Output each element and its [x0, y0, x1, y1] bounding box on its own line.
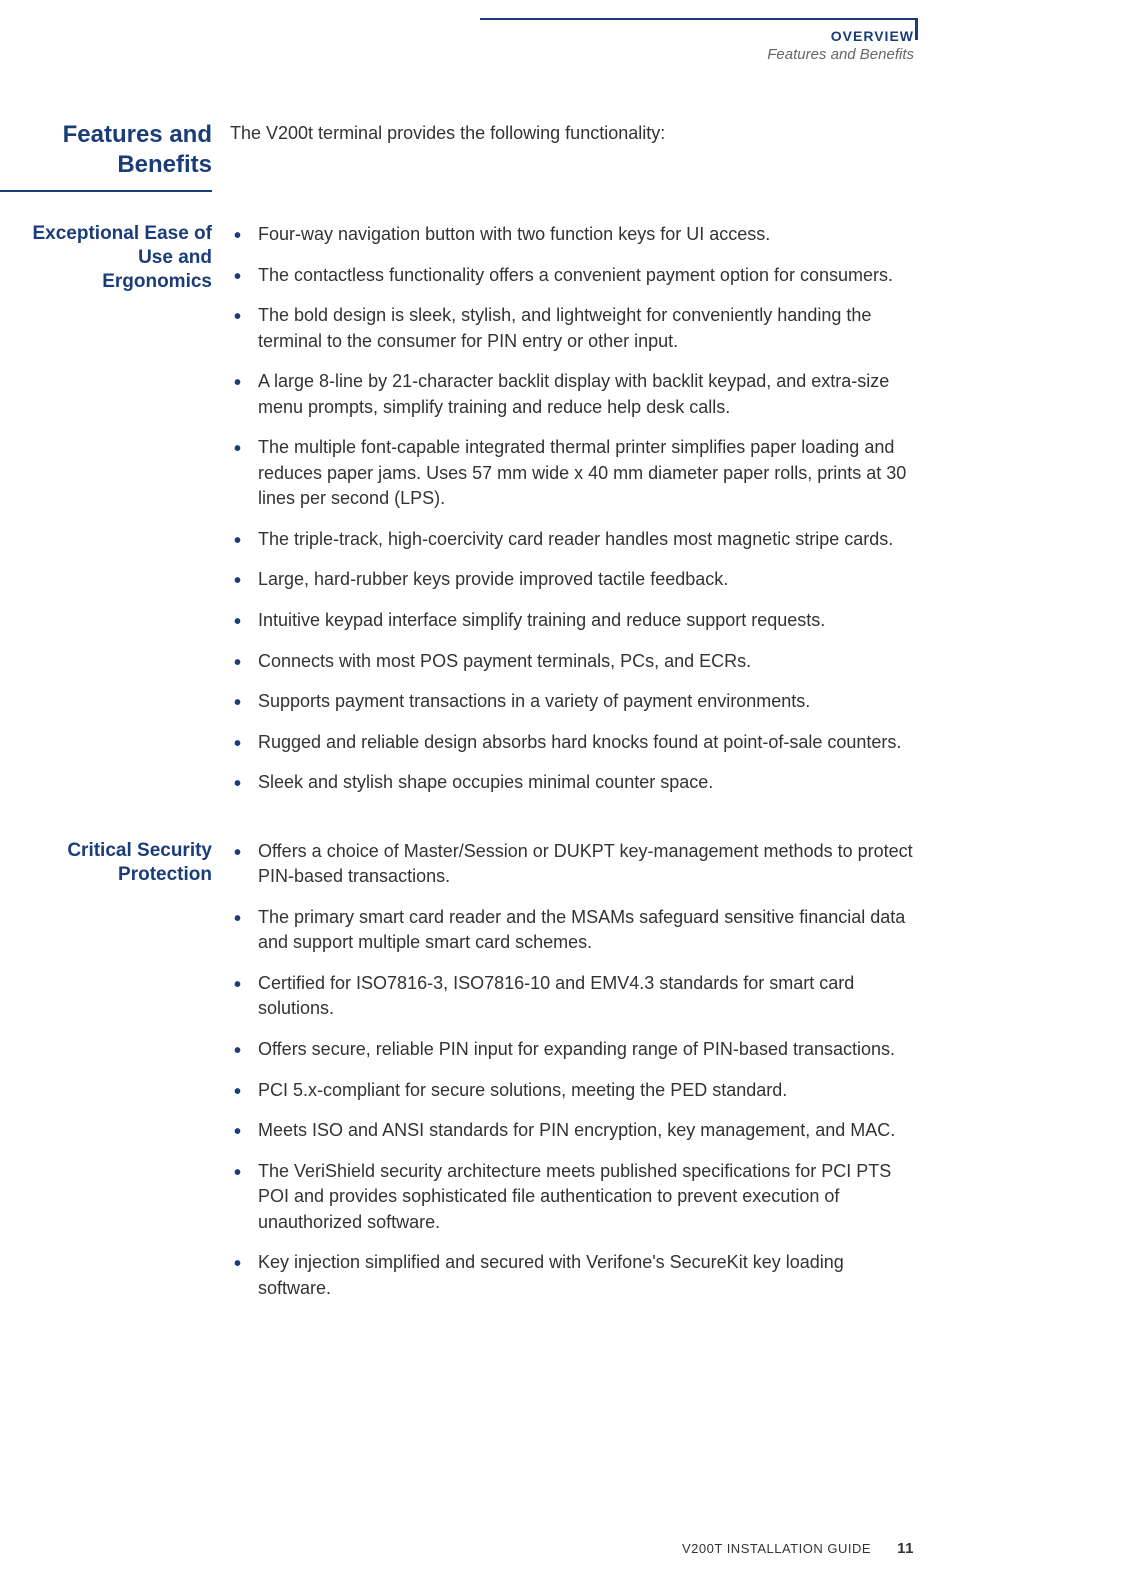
heading-ease: Exceptional Ease of Use and Ergonomics: [0, 222, 230, 811]
list-item: The primary smart card reader and the MS…: [230, 905, 920, 956]
list-item: Meets ISO and ANSI standards for PIN enc…: [230, 1118, 920, 1144]
list-item: Offers a choice of Master/Session or DUK…: [230, 839, 920, 890]
heading-rule: [0, 190, 212, 192]
footer-guide: V200T INSTALLATION GUIDE: [682, 1541, 871, 1556]
list-item: The VeriShield security architecture mee…: [230, 1159, 920, 1236]
list-item: A large 8-line by 21-character backlit d…: [230, 369, 920, 420]
heading-features: Features and Benefits: [0, 120, 230, 192]
features-intro: The V200t terminal provides the followin…: [230, 120, 920, 146]
heading-features-line1: Features and: [63, 121, 212, 148]
list-item: The bold design is sleek, stylish, and l…: [230, 303, 920, 354]
section-ease: Exceptional Ease of Use and Ergonomics F…: [0, 222, 920, 811]
heading-security-line1: Critical Security: [67, 840, 212, 861]
list-item: Connects with most POS payment terminals…: [230, 649, 920, 675]
header-subtitle: Features and Benefits: [767, 46, 914, 63]
ease-bullet-list: Four-way navigation button with two func…: [230, 222, 920, 796]
heading-ease-line1: Exceptional Ease of: [32, 223, 212, 244]
page-header: OVERVIEW Features and Benefits: [767, 28, 914, 63]
list-item: Offers secure, reliable PIN input for ex…: [230, 1037, 920, 1063]
list-item: The contactless functionality offers a c…: [230, 263, 920, 289]
heading-security-line2: Protection: [118, 864, 212, 885]
list-item: Intuitive keypad interface simplify trai…: [230, 608, 920, 634]
list-item: Supports payment transactions in a varie…: [230, 689, 920, 715]
heading-security: Critical Security Protection: [0, 839, 230, 1317]
list-item: Sleek and stylish shape occupies minimal…: [230, 770, 920, 796]
header-rule: [480, 18, 915, 20]
section-features: Features and Benefits The V200t terminal…: [0, 120, 920, 192]
list-item: Key injection simplified and secured wit…: [230, 1250, 920, 1301]
page-footer: V200T INSTALLATION GUIDE 11: [682, 1540, 914, 1557]
page-content: Features and Benefits The V200t terminal…: [0, 120, 920, 1344]
heading-ease-line3: Ergonomics: [102, 271, 212, 292]
footer-page-number: 11: [897, 1540, 914, 1557]
list-item: The multiple font-capable integrated the…: [230, 435, 920, 512]
security-bullet-list: Offers a choice of Master/Session or DUK…: [230, 839, 920, 1302]
heading-features-line2: Benefits: [117, 151, 212, 178]
list-item: Four-way navigation button with two func…: [230, 222, 920, 248]
list-item: Large, hard-rubber keys provide improved…: [230, 567, 920, 593]
list-item: The triple-track, high-coercivity card r…: [230, 527, 920, 553]
list-item: Rugged and reliable design absorbs hard …: [230, 730, 920, 756]
header-overview: OVERVIEW: [767, 28, 914, 44]
list-item: Certified for ISO7816-3, ISO7816-10 and …: [230, 971, 920, 1022]
header-tick: [915, 18, 918, 40]
list-item: PCI 5.x-compliant for secure solutions, …: [230, 1078, 920, 1104]
heading-ease-line2: Use and: [138, 247, 212, 268]
section-security: Critical Security Protection Offers a ch…: [0, 839, 920, 1317]
